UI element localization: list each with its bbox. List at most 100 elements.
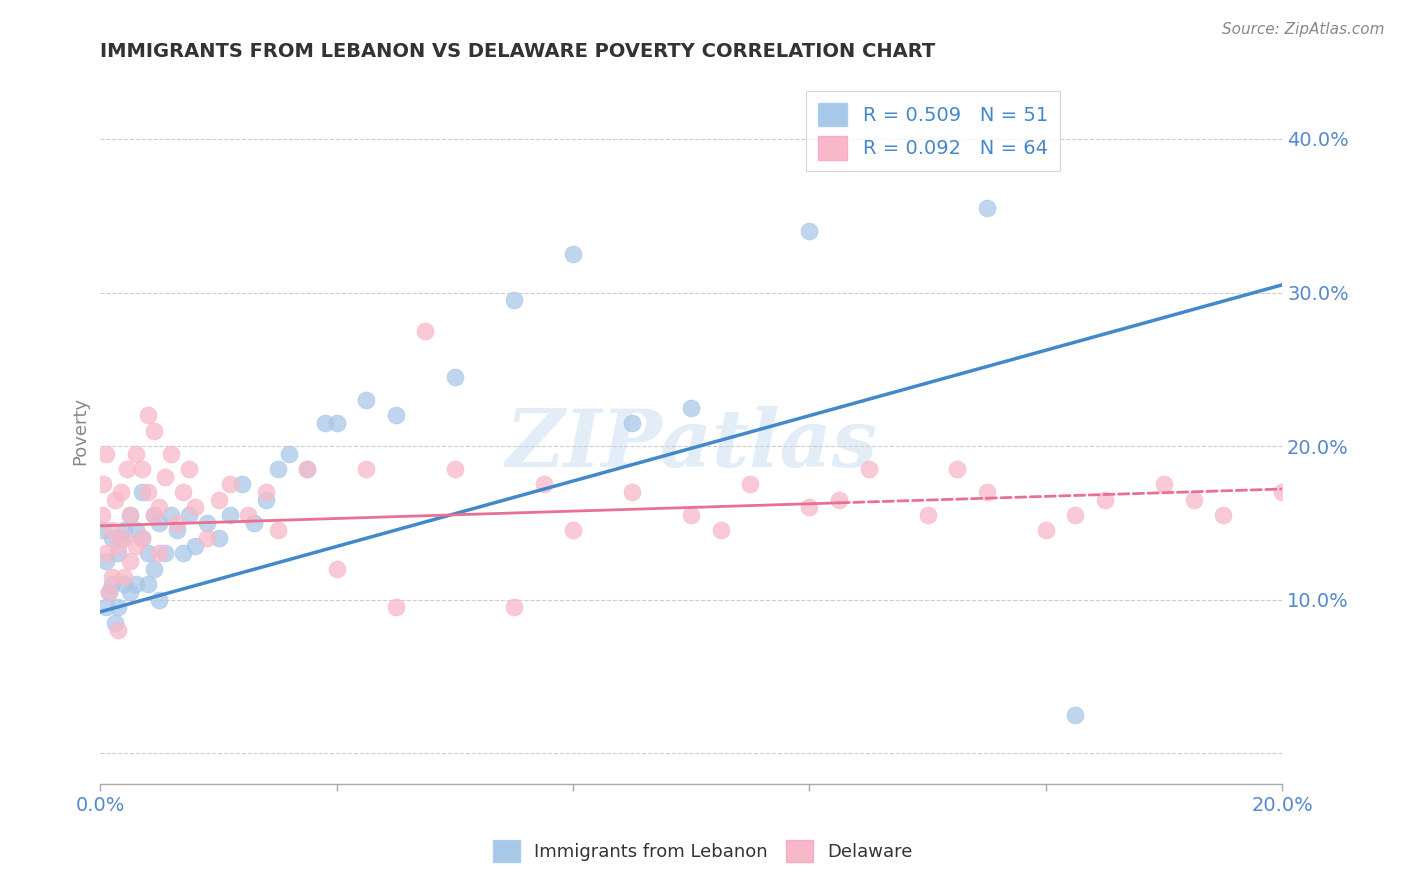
Point <box>195 531 218 545</box>
Point <box>160 508 183 522</box>
Point <box>314 416 336 430</box>
Point <box>91 477 114 491</box>
Point <box>444 462 467 476</box>
Text: ZIPatlas: ZIPatlas <box>505 406 877 483</box>
Point <box>148 500 170 515</box>
Point <box>166 524 188 538</box>
Point <box>107 546 129 560</box>
Point <box>96 600 118 615</box>
Point <box>142 508 165 522</box>
Point <box>266 524 288 538</box>
Point <box>799 224 821 238</box>
Point <box>131 462 153 476</box>
Point <box>172 546 194 560</box>
Point <box>112 577 135 591</box>
Point <box>91 524 114 538</box>
Point <box>219 508 242 522</box>
Point <box>1182 492 1205 507</box>
Point <box>118 508 141 522</box>
Point <box>385 409 408 423</box>
Point <box>125 447 148 461</box>
Point <box>231 477 253 491</box>
Point <box>207 492 229 507</box>
Point <box>136 546 159 560</box>
Point <box>148 546 170 560</box>
Point <box>96 447 118 461</box>
Point <box>444 370 467 384</box>
Y-axis label: Poverty: Poverty <box>72 397 89 465</box>
Point <box>976 485 998 500</box>
Point <box>356 392 378 407</box>
Point <box>101 531 124 545</box>
Point <box>148 592 170 607</box>
Point <box>112 531 135 545</box>
Point <box>1271 485 1294 500</box>
Point <box>278 447 301 461</box>
Point <box>621 485 644 500</box>
Point <box>155 546 177 560</box>
Point <box>254 492 277 507</box>
Point <box>1094 492 1116 507</box>
Point <box>681 401 703 415</box>
Point <box>562 247 585 261</box>
Point <box>254 485 277 500</box>
Point <box>976 201 998 215</box>
Point <box>356 462 378 476</box>
Point <box>136 485 159 500</box>
Point <box>295 462 318 476</box>
Point <box>101 524 124 538</box>
Point <box>101 569 124 583</box>
Point <box>184 500 207 515</box>
Point <box>112 569 135 583</box>
Point <box>219 477 242 491</box>
Point <box>681 508 703 522</box>
Point <box>118 508 141 522</box>
Point <box>295 462 318 476</box>
Point <box>125 577 148 591</box>
Point <box>1212 508 1234 522</box>
Point <box>195 516 218 530</box>
Point <box>131 485 153 500</box>
Point <box>142 508 165 522</box>
Point <box>562 524 585 538</box>
Text: Source: ZipAtlas.com: Source: ZipAtlas.com <box>1222 22 1385 37</box>
Point <box>1153 477 1175 491</box>
Point <box>118 585 141 599</box>
Point <box>142 562 165 576</box>
Point <box>98 585 121 599</box>
Point <box>91 508 114 522</box>
Point <box>104 492 127 507</box>
Point <box>107 539 129 553</box>
Point <box>101 577 124 591</box>
Point <box>142 424 165 438</box>
Point <box>166 516 188 530</box>
Point <box>243 516 266 530</box>
Point <box>136 577 159 591</box>
Point <box>385 600 408 615</box>
Point <box>415 324 437 338</box>
Point <box>1035 524 1057 538</box>
Point <box>236 508 259 522</box>
Point <box>184 539 207 553</box>
Point <box>1064 707 1087 722</box>
Point <box>946 462 969 476</box>
Point <box>917 508 939 522</box>
Point <box>1064 508 1087 522</box>
Point <box>107 624 129 638</box>
Point <box>125 524 148 538</box>
Point <box>125 539 148 553</box>
Point <box>177 508 200 522</box>
Point <box>503 293 526 308</box>
Legend: R = 0.509   N = 51, R = 0.092   N = 64: R = 0.509 N = 51, R = 0.092 N = 64 <box>807 91 1060 171</box>
Point <box>266 462 288 476</box>
Point <box>110 531 132 545</box>
Legend: Immigrants from Lebanon, Delaware: Immigrants from Lebanon, Delaware <box>485 833 921 870</box>
Point <box>131 531 153 545</box>
Point <box>96 554 118 568</box>
Point <box>325 562 347 576</box>
Point <box>621 416 644 430</box>
Point <box>107 600 129 615</box>
Point <box>172 485 194 500</box>
Point <box>98 585 121 599</box>
Point <box>104 615 127 630</box>
